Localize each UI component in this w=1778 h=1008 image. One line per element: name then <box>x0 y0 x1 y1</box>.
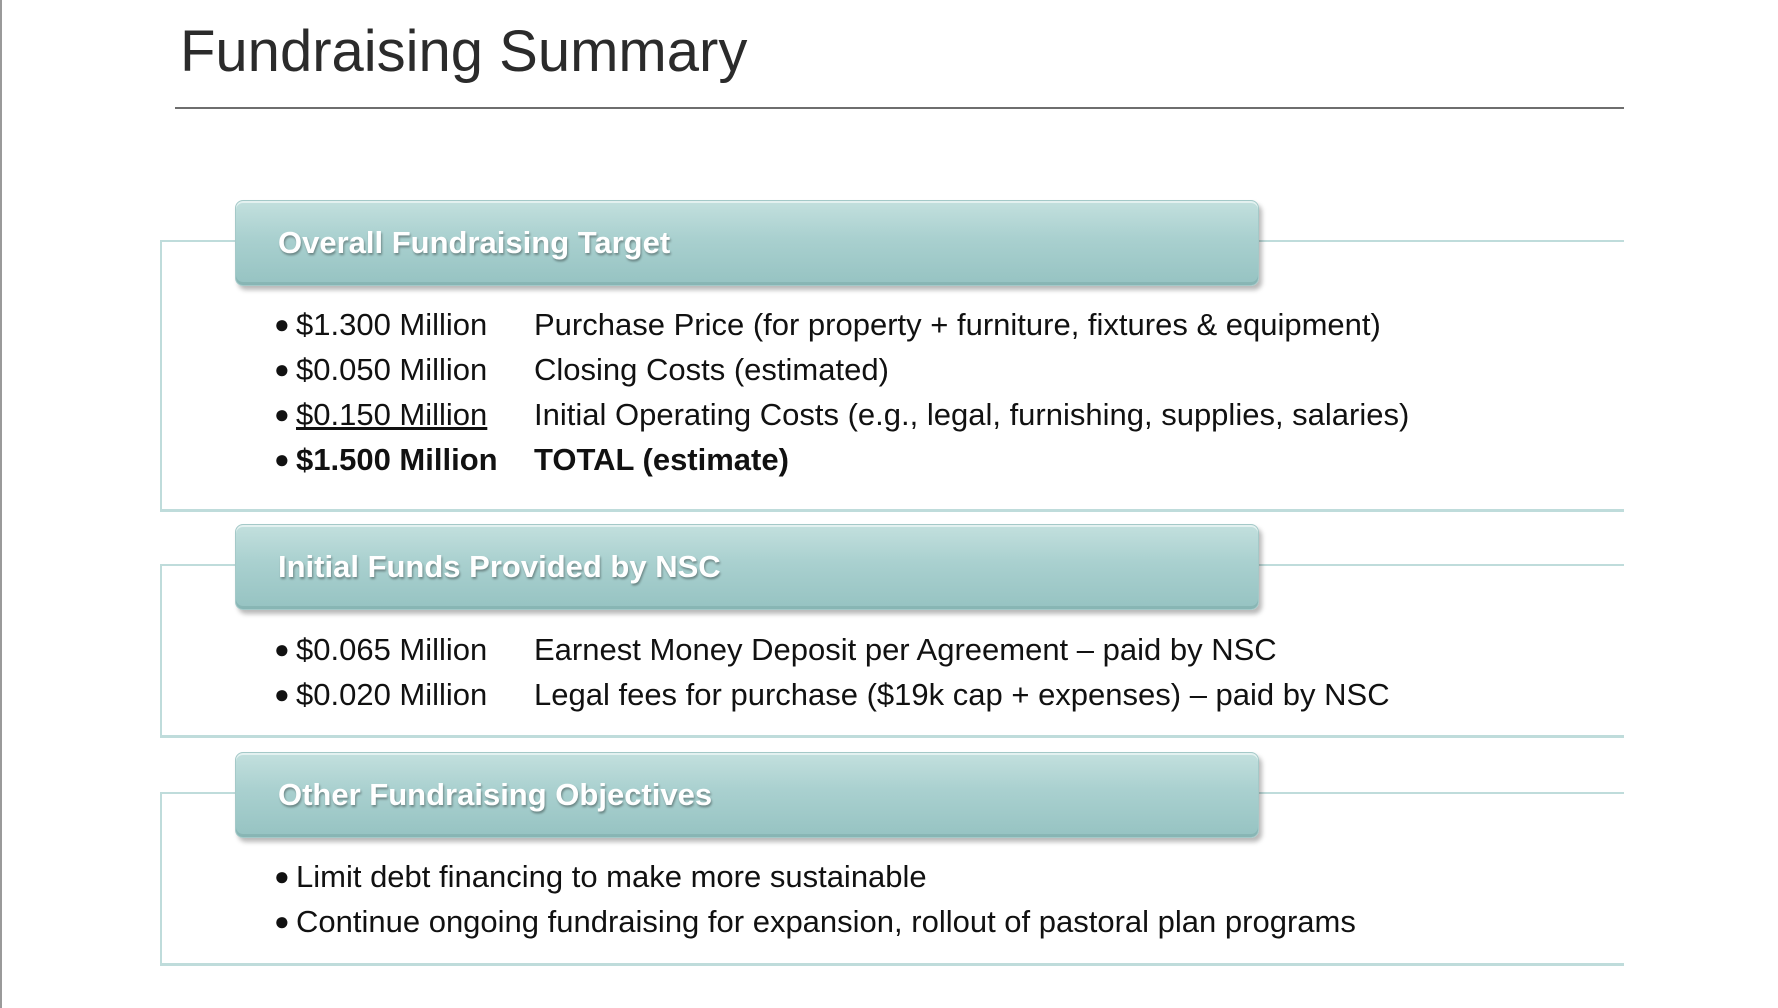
section-header-other-objectives: Other Fundraising Objectives <box>235 752 1259 838</box>
description: Closing Costs (estimated) <box>534 352 889 387</box>
section-frame-top-left <box>160 240 240 242</box>
description: Purchase Price (for property + furniture… <box>534 307 1381 342</box>
bullet-icon: ● <box>274 906 290 936</box>
section-frame-top-left <box>160 792 240 794</box>
bullet-icon: ● <box>274 634 290 664</box>
slide-edge <box>0 0 2 1008</box>
bullet-icon: ● <box>274 399 290 429</box>
bullet-icon: ● <box>274 861 290 891</box>
title-divider <box>175 107 1624 109</box>
amount: $0.065 Million <box>296 632 488 667</box>
section-header-label: Other Fundraising Objectives <box>278 777 713 812</box>
section-frame <box>160 792 1624 966</box>
slide-title: Fundraising Summary <box>180 19 748 84</box>
amount: $0.020 Million <box>296 677 488 712</box>
amount: $0.150 Million <box>296 397 488 432</box>
bullet-icon: ● <box>274 444 290 474</box>
description: Initial Operating Costs (e.g., legal, fu… <box>534 397 1410 432</box>
section-header-overall-target: Overall Fundraising Target <box>235 200 1259 286</box>
total-label: TOTAL (estimate) <box>534 442 789 477</box>
description: Legal fees for purchase ($19k cap + expe… <box>534 677 1390 712</box>
section-frame-top-right <box>1255 240 1624 242</box>
bullet-icon: ● <box>274 679 290 709</box>
section-header-label: Overall Fundraising Target <box>278 225 671 260</box>
section-frame-top-left <box>160 564 240 566</box>
amount: $0.050 Million <box>296 352 488 387</box>
description: Earnest Money Deposit per Agreement – pa… <box>534 632 1277 667</box>
bullet-icon: ● <box>274 309 290 339</box>
section-frame <box>160 240 1624 512</box>
section-header-initial-funds: Initial Funds Provided by NSC <box>235 524 1259 610</box>
section-frame-top-right <box>1255 792 1624 794</box>
bullet-icon: ● <box>274 354 290 384</box>
amount: $1.300 Million <box>296 307 488 342</box>
objective-text: Limit debt financing to make more sustai… <box>296 859 927 894</box>
section-frame <box>160 564 1624 738</box>
section-frame-top-right <box>1255 564 1624 566</box>
total-amount: $1.500 Million <box>296 442 498 477</box>
objective-text: Continue ongoing fundraising for expansi… <box>296 904 1356 939</box>
section-header-label: Initial Funds Provided by NSC <box>278 549 721 584</box>
